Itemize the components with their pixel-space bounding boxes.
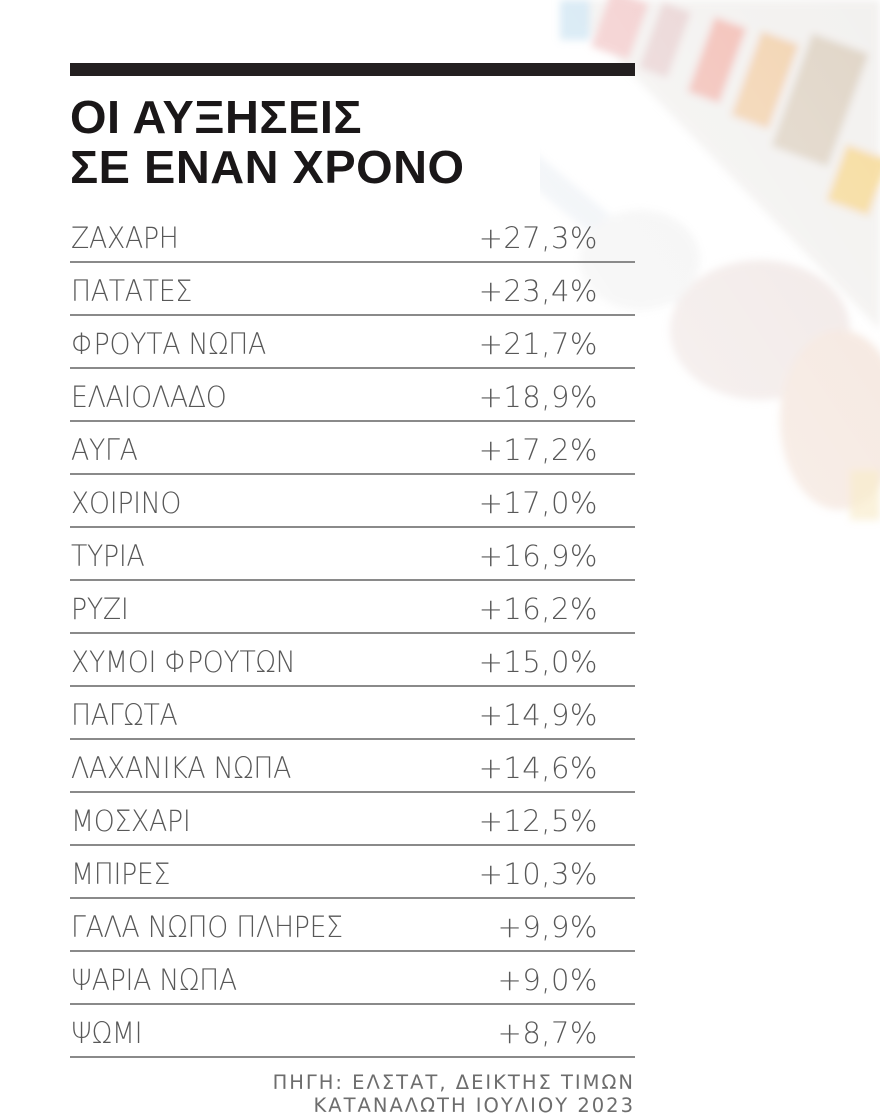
item-change: +16,2% [478,592,598,626]
item-name: ΤΥΡΙΑ [71,539,145,573]
item-name: ΜΠΙΡΕΣ [71,857,171,891]
item-name: ΓΑΛΑ ΝΩΠΟ ΠΛΗΡΕΣ [71,910,343,944]
table-row: ΤΥΡΙΑ +16,9% [70,528,635,581]
item-name: ΕΛΑΙΟΛΑΔΟ [71,380,227,414]
source-line-2: ΚΑΤΑΝΑΛΩΤΗ ΙΟΥΛΙΟΥ 2023 [313,1094,635,1117]
price-change-table: ΖΑΧΑΡΗ +27,3% ΠΑΤΑΤΕΣ +23,4% ΦΡΟΥΤΑ ΝΩΠΑ… [70,210,635,1058]
table-row: ΠΑΤΑΤΕΣ +23,4% [70,263,635,316]
item-name: ΧΟΙΡΙΝΟ [71,486,182,520]
item-change: +27,3% [478,221,598,255]
title-line-1: ΟΙ ΑΥΞΗΣΕΙΣ [70,91,363,143]
header-rule [70,63,635,76]
item-name: ΜΟΣΧΑΡΙ [71,804,191,838]
table-row: ΛΑΧΑΝΙΚΑ ΝΩΠΑ +14,6% [70,740,635,793]
table-row: ΠΑΓΩΤΑ +14,9% [70,687,635,740]
table-row: ΨΑΡΙΑ ΝΩΠΑ +9,0% [70,952,635,1005]
source-line-1: ΠΗΓΗ: ΕΛΣΤΑΤ, ΔΕΙΚΤΗΣ ΤΙΜΩΝ [272,1071,635,1094]
title-line-2: ΣΕ ΕΝΑΝ ΧΡΟΝΟ [70,141,465,193]
table-row: ΕΛΑΙΟΛΑΔΟ +18,9% [70,369,635,422]
item-change: +14,6% [478,751,598,785]
table-row: ΦΡΟΥΤΑ ΝΩΠΑ +21,7% [70,316,635,369]
item-name: ΛΑΧΑΝΙΚΑ ΝΩΠΑ [71,751,292,785]
item-name: ΠΑΓΩΤΑ [71,698,178,732]
item-change: +17,2% [478,433,598,467]
item-change: +12,5% [478,804,598,838]
item-change: +10,3% [478,857,598,891]
item-change: +15,0% [478,645,598,679]
item-name: ΨΑΡΙΑ ΝΩΠΑ [71,963,237,997]
table-row: ΨΩΜΙ +8,7% [70,1005,635,1058]
item-name: ΡΥΖΙ [71,592,129,626]
item-change: +9,9% [497,910,598,944]
infographic-title: ΟΙ ΑΥΞΗΣΕΙΣ ΣΕ ΕΝΑΝ ΧΡΟΝΟ [70,92,465,192]
item-name: ΨΩΜΙ [71,1016,143,1050]
item-name: ΑΥΓΑ [71,433,138,467]
table-row: ΖΑΧΑΡΗ +27,3% [70,210,635,263]
table-row: ΧΥΜΟΙ ΦΡΟΥΤΩΝ +15,0% [70,634,635,687]
table-row: ΜΟΣΧΑΡΙ +12,5% [70,793,635,846]
source-note: ΠΗΓΗ: ΕΛΣΤΑΤ, ΔΕΙΚΤΗΣ ΤΙΜΩΝ ΚΑΤΑΝΑΛΩΤΗ Ι… [273,1071,635,1117]
item-name: ΧΥΜΟΙ ΦΡΟΥΤΩΝ [71,645,296,679]
item-change: +18,9% [478,380,598,414]
item-name: ΖΑΧΑΡΗ [71,221,179,255]
item-change: +8,7% [497,1016,598,1050]
table-row: ΧΟΙΡΙΝΟ +17,0% [70,475,635,528]
item-change: +23,4% [478,274,598,308]
item-change: +14,9% [478,698,598,732]
item-change: +9,0% [497,963,598,997]
item-change: +17,0% [478,486,598,520]
table-row: ΜΠΙΡΕΣ +10,3% [70,846,635,899]
table-row: ΡΥΖΙ +16,2% [70,581,635,634]
table-row: ΓΑΛΑ ΝΩΠΟ ΠΛΗΡΕΣ +9,9% [70,899,635,952]
item-name: ΦΡΟΥΤΑ ΝΩΠΑ [71,327,266,361]
table-row: ΑΥΓΑ +17,2% [70,422,635,475]
item-change: +16,9% [478,539,598,573]
item-change: +21,7% [478,327,598,361]
item-name: ΠΑΤΑΤΕΣ [71,274,192,308]
